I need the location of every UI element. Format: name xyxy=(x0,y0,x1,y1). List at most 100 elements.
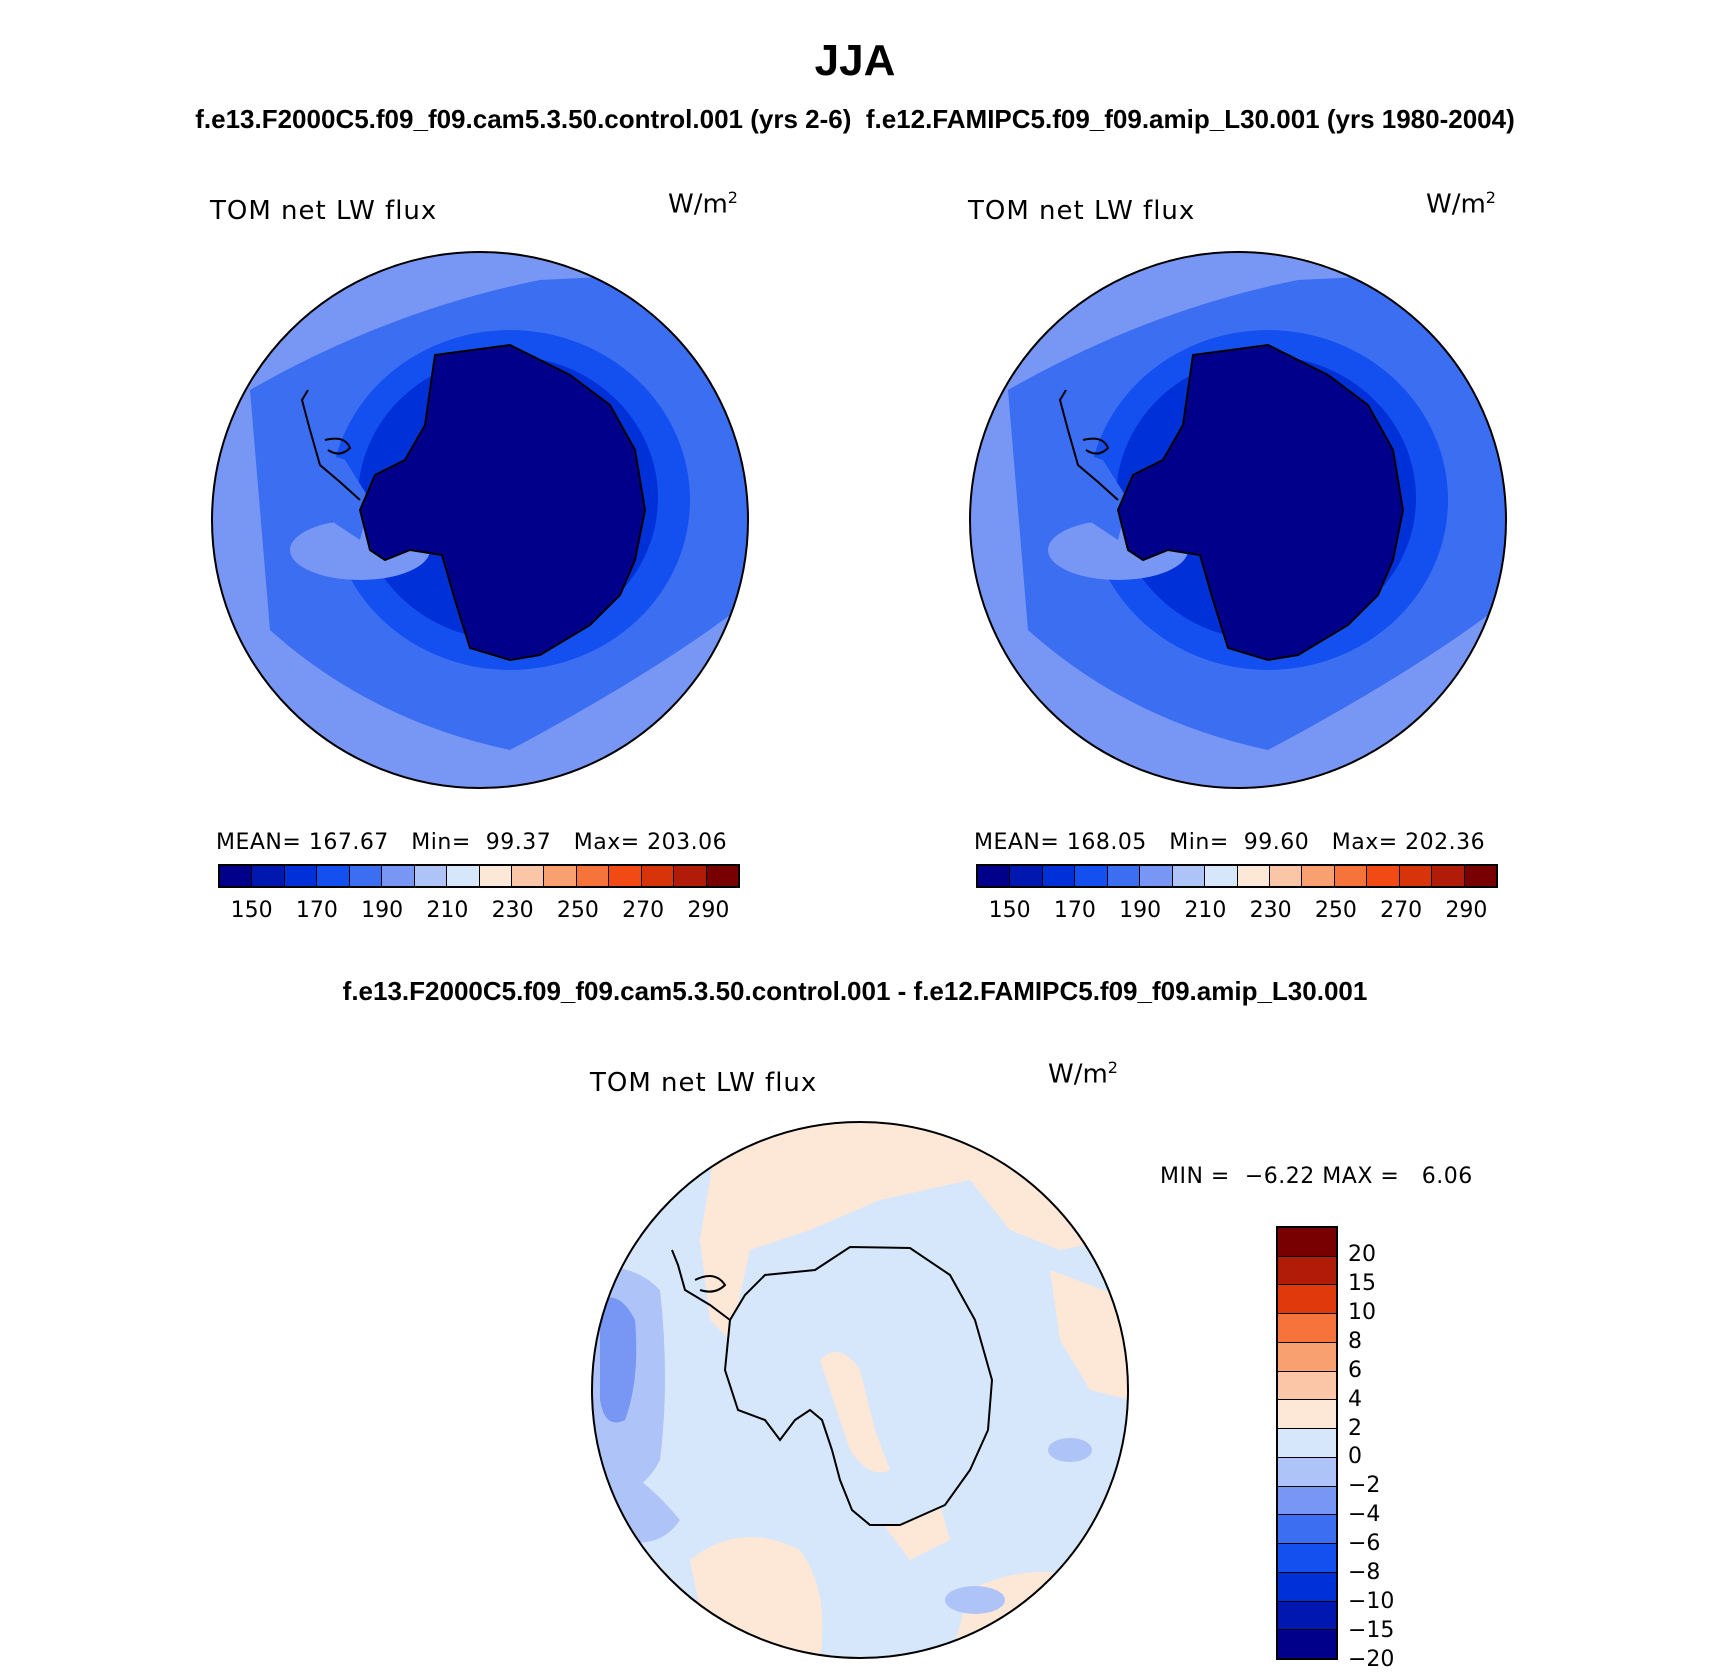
colorbar-swatch xyxy=(1302,866,1335,886)
colorbar-swatch xyxy=(1367,866,1400,886)
colorbar-swatch xyxy=(1278,1342,1336,1372)
colorbar-tick-label: −8 xyxy=(1348,1560,1381,1586)
colorbar-swatch xyxy=(1278,1429,1336,1458)
colorbar-swatch xyxy=(544,866,577,886)
colorbar-tick-label: −15 xyxy=(1348,1618,1395,1644)
colorbar-swatch xyxy=(1464,866,1496,886)
colorbar-swatch xyxy=(1278,1400,1336,1430)
diff-colorbar-ticks: 20 15 10 8 6 4 2 0 −2 −4 −6 −8 −10 −15 −20 xyxy=(1348,1226,1428,1672)
positive-anomaly-north xyxy=(700,1122,1110,1340)
colorbar-tick-label: 270 xyxy=(622,898,665,923)
colorbar-swatch xyxy=(1269,866,1303,886)
map-boundary xyxy=(591,1121,1129,1659)
colorbar-swatch xyxy=(447,866,480,886)
colorbar-swatch xyxy=(706,866,738,886)
colorbar-tick-label: 210 xyxy=(426,898,469,923)
colorbar-swatch xyxy=(349,866,383,886)
colorbar-tick-label: 20 xyxy=(1348,1241,1376,1267)
colorbar-tick-label: −2 xyxy=(1348,1473,1381,1499)
colorbar-swatch xyxy=(1278,1285,1336,1315)
figure-title: JJA xyxy=(814,36,896,85)
colorbar-swatch xyxy=(1042,866,1076,886)
colorbar-tick-label: 0 xyxy=(1348,1444,1362,1470)
colorbar-tick-label: 270 xyxy=(1380,898,1423,923)
panel2-colorbar xyxy=(976,864,1498,888)
colorbar-tick-label: 230 xyxy=(1249,898,1292,923)
colorbar-tick-label: 190 xyxy=(361,898,404,923)
colorbar-tick-label: 210 xyxy=(1184,898,1227,923)
colorbar-swatch xyxy=(1278,1601,1336,1631)
colorbar-swatch xyxy=(1278,1371,1336,1401)
panel2-stats: MEAN= 168.05 Min= 99.60 Max= 202.36 xyxy=(974,830,1486,855)
colorbar-swatch xyxy=(1278,1515,1336,1545)
colorbar-swatch xyxy=(382,866,415,886)
panel1-colorbar xyxy=(218,864,740,888)
colorbar-swatch xyxy=(1278,1630,1336,1659)
colorbar-tick-label: 250 xyxy=(556,898,599,923)
colorbar-swatch xyxy=(220,866,253,886)
figure-subtitle: f.e13.F2000C5.f09_f09.cam5.3.50.control.… xyxy=(195,104,1515,134)
colorbar-swatch xyxy=(252,866,285,886)
antarctic-peninsula xyxy=(1058,389,1119,501)
colorbar-tick-label: 6 xyxy=(1348,1357,1362,1383)
colorbar-swatch xyxy=(674,866,707,886)
colorbar-swatch xyxy=(317,866,350,886)
colorbar-tick-label: 250 xyxy=(1314,898,1357,923)
antarctica-landmass xyxy=(358,343,647,662)
antarctica-landmass xyxy=(1116,343,1405,662)
antarctic-peninsula xyxy=(671,1249,731,1321)
colorbar-swatch xyxy=(576,866,610,886)
colorbar-swatch xyxy=(1432,866,1465,886)
diff-stats: MIN = −6.22 MAX = 6.06 xyxy=(1160,1164,1473,1189)
colorbar-swatch xyxy=(414,866,448,886)
colorbar-tick-label: 2 xyxy=(1348,1415,1362,1441)
colorbar-swatch xyxy=(284,866,318,886)
colorbar-swatch xyxy=(1278,1544,1336,1573)
panel1-field-label: TOM net LW flux xyxy=(210,196,438,226)
colorbar-swatch xyxy=(1278,1256,1336,1286)
colorbar-swatch xyxy=(1278,1572,1336,1602)
diff-polar-map xyxy=(591,1121,1129,1659)
difference-title: f.e13.F2000C5.f09_f09.cam5.3.50.control.… xyxy=(342,976,1368,1006)
colorbar-swatch xyxy=(978,866,1011,886)
panel2-field-label: TOM net LW flux xyxy=(968,196,1196,226)
diff-units: W/m2 xyxy=(1048,1058,1118,1090)
panel2-colorbar-ticks: 150 170 190 210 230 250 270 290 xyxy=(976,898,1498,928)
colorbar-swatch xyxy=(1010,866,1043,886)
colorbar-swatch xyxy=(1140,866,1173,886)
antarctic-peninsula xyxy=(300,389,361,501)
colorbar-swatch xyxy=(1278,1228,1336,1257)
colorbar-tick-label: 290 xyxy=(1445,898,1488,923)
map-boundary xyxy=(969,251,1507,789)
colorbar-swatch xyxy=(641,866,675,886)
colorbar-swatch xyxy=(479,866,512,886)
colorbar-tick-label: 170 xyxy=(1053,898,1096,923)
colorbar-swatch xyxy=(1334,866,1368,886)
colorbar-tick-label: −6 xyxy=(1348,1531,1381,1557)
diff-field-label: TOM net LW flux xyxy=(590,1068,818,1098)
colorbar-tick-label: −4 xyxy=(1348,1502,1381,1528)
map-boundary xyxy=(211,251,749,789)
panel1-colorbar-ticks: 150 170 190 210 230 250 270 290 xyxy=(218,898,740,928)
colorbar-swatch xyxy=(1278,1457,1336,1487)
colorbar-swatch xyxy=(1399,866,1433,886)
panel2-units: W/m2 xyxy=(1426,188,1496,220)
colorbar-tick-label: 290 xyxy=(687,898,730,923)
colorbar-swatch xyxy=(1075,866,1108,886)
colorbar-swatch xyxy=(1205,866,1238,886)
colorbar-tick-label: 150 xyxy=(230,898,273,923)
colorbar-swatch xyxy=(609,866,642,886)
colorbar-swatch xyxy=(1107,866,1141,886)
panel1-polar-map xyxy=(211,251,749,789)
colorbar-tick-label: 190 xyxy=(1119,898,1162,923)
colorbar-swatch xyxy=(1237,866,1270,886)
panel1-units: W/m2 xyxy=(668,188,738,220)
colorbar-swatch xyxy=(511,866,545,886)
colorbar-tick-label: 150 xyxy=(988,898,1031,923)
panel1-stats: MEAN= 167.67 Min= 99.37 Max= 203.06 xyxy=(216,830,728,855)
colorbar-tick-label: 170 xyxy=(295,898,338,923)
colorbar-tick-label: −10 xyxy=(1348,1589,1395,1615)
colorbar-swatch xyxy=(1172,866,1206,886)
colorbar-tick-label: 8 xyxy=(1348,1328,1362,1354)
colorbar-swatch xyxy=(1278,1314,1336,1343)
